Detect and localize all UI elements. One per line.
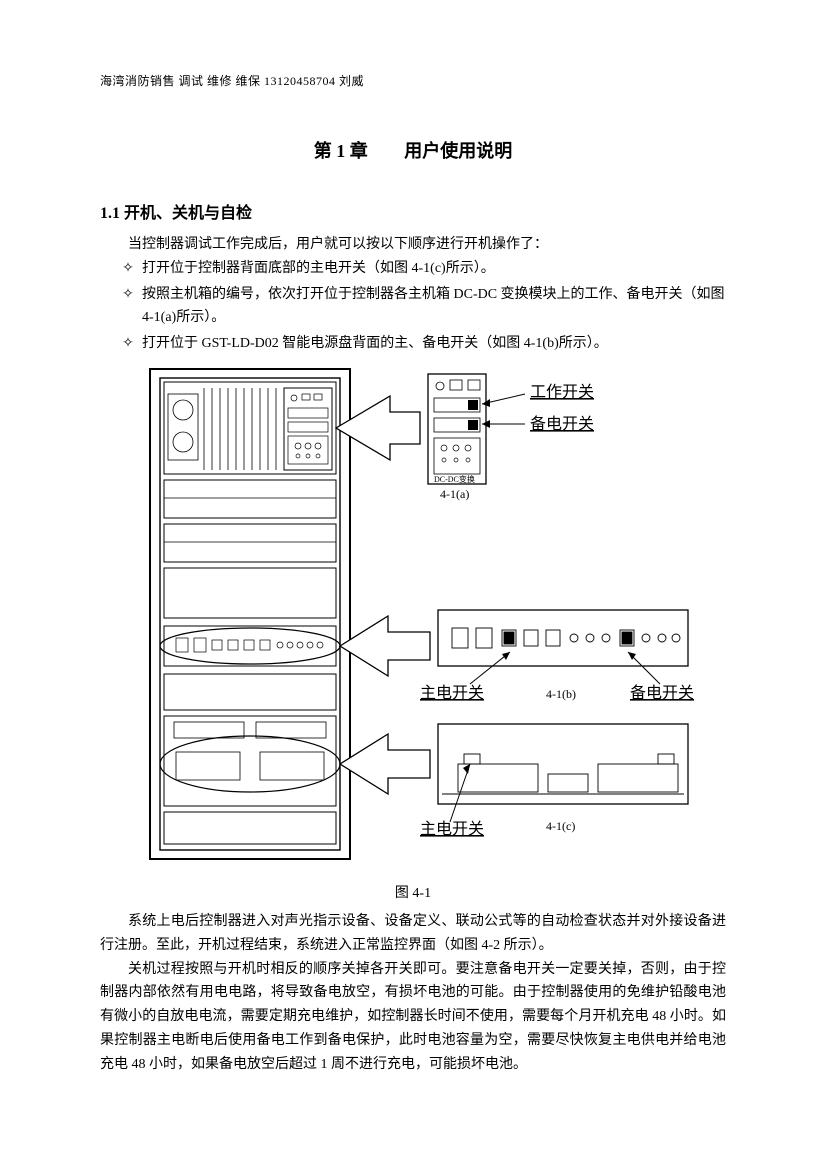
bullet-item-1: ✧ 打开位于控制器背面底部的主电开关（如图 4-1(c)所示）。 [114,257,726,281]
backup-switch-label: 备电开关 [530,415,594,433]
bullet-text: 按照主机箱的编号，依次打开位于控制器各主机箱 DC-DC 变换模块上的工作、备电… [142,283,726,331]
diamond-icon: ✧ [114,332,142,356]
section-number: 1.1 [100,205,120,222]
main-switch-label-c: 主电开关 [420,820,484,838]
bullet-item-3: ✧ 打开位于 GST-LD-D02 智能电源盘背面的主、备电开关（如图 4-1(… [114,332,726,356]
dcdc-label: DC-DC变换 [434,474,475,484]
page-header: 海湾消防销售 调试 维修 维保 13120458704 刘威 [100,72,726,89]
fig-sub-b: 4-1(b) [546,687,576,701]
bullet-text: 打开位于控制器背面底部的主电开关（如图 4-1(c)所示）。 [142,257,726,281]
section-title-text: 开机、关机与自检 [124,205,252,222]
paragraph-2: 关机过程按照与开机时相反的顺序关掉各开关即可。要注意备电开关一定要关掉，否则，由… [100,958,726,1077]
paragraph-1: 系统上电后控制器进入对声光指示设备、设备定义、联动公式等的自动检查状态并对外接设… [100,910,726,958]
bullet-list: ✧ 打开位于控制器背面底部的主电开关（如图 4-1(c)所示）。 ✧ 按照主机箱… [114,257,726,356]
fig-sub-a: 4-1(a) [440,487,469,501]
chapter-number: 第 1 章 [314,141,368,161]
bullet-text: 打开位于 GST-LD-D02 智能电源盘背面的主、备电开关（如图 4-1(b)… [142,332,726,356]
figure-caption: 图 4-1 [100,882,726,902]
diamond-icon: ✧ [114,257,142,281]
diamond-icon: ✧ [114,283,142,331]
chapter-title-text: 用户使用说明 [404,141,512,161]
backup-switch-label-b: 备电开关 [630,684,694,702]
section-title: 1.1 开机、关机与自检 [100,199,726,223]
work-switch-label: 工作开关 [530,383,594,401]
main-switch-label-b: 主电开关 [420,684,484,702]
intro-paragraph: 当控制器调试工作完成后，用户就可以按以下顺序进行开机操作了： [100,233,726,257]
figure-4-1: DC-DC变换 4-1(a) 工作开关 备电开关 [130,364,726,874]
fig-sub-c: 4-1(c) [546,819,575,833]
chapter-title: 第 1 章 用户使用说明 [100,137,726,163]
figure-svg: DC-DC变换 4-1(a) 工作开关 备电开关 [130,364,730,874]
bullet-item-2: ✧ 按照主机箱的编号，依次打开位于控制器各主机箱 DC-DC 变换模块上的工作、… [114,283,726,331]
